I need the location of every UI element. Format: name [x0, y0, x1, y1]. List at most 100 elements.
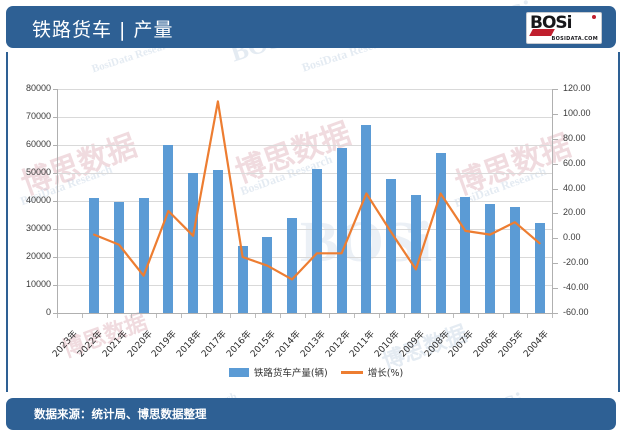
- y-axis-left-tick-label: 40000: [25, 195, 51, 205]
- y-axis-right-tick-label: 40.00: [563, 182, 586, 193]
- chart-bar[interactable]: [89, 198, 99, 313]
- y-axis-left-tick: [53, 201, 57, 202]
- x-axis-tick: [131, 314, 132, 318]
- y-axis-right-tick: [553, 313, 558, 314]
- y-axis-left-tick: [53, 145, 57, 146]
- y-axis-right-tick-label: 20.00: [563, 207, 586, 218]
- chart-bar[interactable]: [535, 223, 545, 313]
- page-header: 铁路货车 | 产量 BOSi BOSIDATA.COM: [6, 6, 616, 48]
- x-axis-tick: [255, 314, 256, 318]
- y-axis-right-tick: [553, 89, 558, 90]
- y-axis-left-tick-label: 50000: [25, 167, 51, 177]
- growth-line-path[interactable]: [92, 100, 541, 281]
- page-footer: 数据来源：统计局、博思数据整理: [6, 398, 616, 430]
- chart-bar[interactable]: [386, 179, 396, 313]
- bar-swatch-icon: [228, 367, 249, 377]
- chart-gridline: [57, 145, 552, 146]
- x-axis-tick: [305, 314, 306, 318]
- y-axis-right-tick-label: 60.00: [563, 157, 586, 168]
- x-axis-tick: [206, 314, 207, 318]
- legend-label-production: 铁路货车产量(辆): [253, 368, 328, 379]
- chart-gridline: [57, 173, 552, 174]
- y-axis-right-line: [552, 89, 553, 314]
- y-axis-right-tick: [553, 114, 558, 115]
- y-axis-right-tick-label: -60.00: [563, 307, 589, 317]
- line-swatch-icon: [340, 370, 363, 374]
- chart-bar[interactable]: [337, 148, 347, 313]
- y-axis-left-tick-label: 20000: [25, 251, 51, 261]
- y-axis-right-tick: [553, 213, 558, 214]
- x-axis-tick: [527, 314, 528, 318]
- chart-bar[interactable]: [510, 207, 520, 313]
- logo-dot-icon: [592, 15, 596, 19]
- x-axis-tick: [354, 314, 355, 318]
- y-axis-right-tick: [553, 189, 558, 190]
- chart-bar[interactable]: [436, 153, 446, 313]
- chart-bar[interactable]: [287, 218, 297, 313]
- x-axis-tick: [107, 314, 108, 318]
- y-axis-right-tick: [553, 238, 558, 239]
- y-axis-right-tick: [553, 263, 558, 264]
- y-axis-right-tick: [553, 288, 558, 289]
- chart-legend: 铁路货车产量(辆) 增长(%): [196, 362, 436, 382]
- y-axis-left-line: [57, 89, 58, 314]
- x-axis-tick: [230, 314, 231, 318]
- chart-bar[interactable]: [485, 204, 495, 313]
- x-axis-tick: [156, 314, 157, 318]
- y-axis-right-tick: [553, 164, 558, 165]
- y-axis-right-tick-label: 0.00: [563, 232, 581, 243]
- y-axis-right-tick-label: 120.00: [563, 83, 591, 93]
- logo-wordmark: BOSi: [530, 13, 572, 33]
- chart-bar[interactable]: [139, 198, 149, 313]
- chart-bar[interactable]: [411, 195, 421, 313]
- chart-bar[interactable]: [361, 125, 371, 313]
- y-axis-left-tick: [53, 173, 57, 174]
- y-axis-left-tick-label: 80000: [25, 83, 51, 93]
- y-axis-left-tick: [53, 285, 57, 286]
- bosi-logo: BOSi BOSIDATA.COM: [526, 12, 602, 44]
- chart-bar[interactable]: [213, 170, 223, 313]
- chart-bar[interactable]: [238, 246, 248, 313]
- chart-frame: [6, 52, 620, 392]
- chart-bar[interactable]: [163, 145, 173, 313]
- y-axis-right-tick: [553, 139, 558, 140]
- x-axis-tick: [329, 314, 330, 318]
- x-axis-tick: [478, 314, 479, 318]
- chart-gridline: [57, 257, 552, 258]
- y-axis-left-tick-label: 10000: [25, 279, 51, 289]
- chart-gridline: [57, 285, 552, 286]
- x-axis-tick: [428, 314, 429, 318]
- y-axis-left-tick: [53, 313, 57, 314]
- y-axis-right-tick-label: -20.00: [563, 257, 589, 268]
- y-axis-left-tick-label: 70000: [25, 111, 51, 121]
- legend-item-growth[interactable]: 增长(%): [340, 365, 404, 379]
- y-axis-left-tick-label: 60000: [25, 139, 51, 149]
- page-title: 铁路货车 | 产量: [32, 19, 174, 41]
- x-axis-tick: [453, 314, 454, 318]
- y-axis-right-tick-label: 80.00: [563, 132, 586, 143]
- y-axis-right-tick-label: 100.00: [563, 107, 591, 118]
- y-axis-left-tick-label: 0: [45, 307, 51, 317]
- logo-domain: BOSIDATA.COM: [551, 36, 598, 42]
- y-axis-left-tick: [53, 89, 57, 90]
- chart-bar[interactable]: [262, 237, 272, 313]
- legend-label-growth: 增长(%): [367, 368, 404, 379]
- x-axis-tick: [552, 314, 553, 318]
- chart-gridline: [57, 117, 552, 118]
- x-axis-line: [57, 313, 553, 314]
- logo-swoosh-icon: [529, 29, 555, 36]
- chart-gridline: [57, 89, 552, 90]
- chart-bar[interactable]: [114, 202, 124, 313]
- chart-bar[interactable]: [312, 169, 322, 313]
- chart-gridline: [57, 229, 552, 230]
- x-axis-tick: [404, 314, 405, 318]
- y-axis-left-tick-label: 30000: [25, 223, 51, 233]
- chart-bar[interactable]: [188, 173, 198, 313]
- x-axis-tick: [503, 314, 504, 318]
- x-axis-tick: [57, 314, 58, 318]
- chart-bar[interactable]: [460, 197, 470, 313]
- legend-item-production[interactable]: 铁路货车产量(辆): [228, 365, 328, 379]
